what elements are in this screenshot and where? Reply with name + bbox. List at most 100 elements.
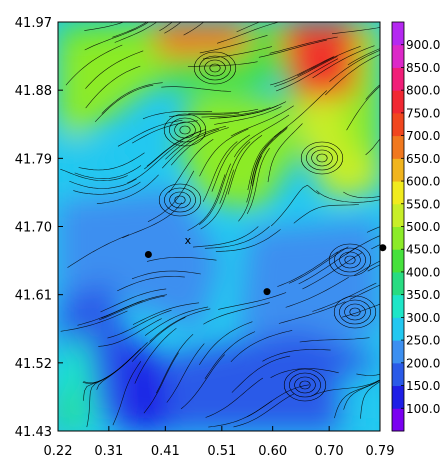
colorbar-tick-label: 250.0 <box>406 334 440 348</box>
streamline <box>98 318 162 347</box>
streamline <box>346 85 380 131</box>
streamline <box>246 147 270 215</box>
streamline <box>180 354 225 410</box>
streamline-eddy <box>158 183 202 217</box>
streamline <box>269 36 338 54</box>
streamline <box>74 165 142 179</box>
streamline <box>143 352 179 414</box>
colorbar-tick-label: 900.0 <box>406 38 440 52</box>
streamline <box>183 22 205 36</box>
streamline-eddy <box>334 247 366 273</box>
streamline <box>211 134 251 192</box>
streamline-eddy <box>316 153 328 163</box>
streamline <box>349 284 380 300</box>
streamline <box>227 135 263 195</box>
y-tick-label: 41.97 <box>15 16 52 31</box>
streamline-eddy <box>344 303 366 321</box>
heatmap-field <box>58 22 380 431</box>
x-tick-label: 0.51 <box>207 444 236 459</box>
colorbar-swatch <box>392 135 404 159</box>
streamline <box>329 49 380 82</box>
streamline <box>231 355 291 393</box>
streamline-eddy <box>283 368 327 402</box>
field-region <box>58 30 170 150</box>
streamline <box>366 226 380 233</box>
streamline <box>101 294 167 319</box>
y-axis-ticks: 41.43 41.52 41.61 41.70 41.79 41.88 41.97 <box>15 16 63 440</box>
streamline-eddy <box>289 372 321 398</box>
x-tick-label: 0.31 <box>94 444 123 459</box>
streamline <box>65 44 123 86</box>
streamline-eddy <box>199 55 231 81</box>
colorbar-tick-label: 100.0 <box>406 402 440 416</box>
station-marker <box>379 244 387 252</box>
streamline <box>198 163 231 226</box>
streamline-eddy <box>204 59 226 77</box>
streamline <box>230 105 294 137</box>
colorbar-swatch <box>392 294 404 318</box>
streamline-eddy <box>164 187 196 213</box>
y-tick-label: 41.88 <box>15 84 52 99</box>
x-axis-ticks: 0.22 0.31 0.41 0.51 0.60 0.70 0.79 <box>44 426 395 459</box>
streamline <box>247 130 282 191</box>
streamline <box>365 84 380 100</box>
streamline <box>169 112 240 118</box>
streamline <box>270 368 339 378</box>
streamline <box>299 337 370 343</box>
streamline <box>84 22 149 51</box>
streamline <box>275 58 339 92</box>
colorbar-tick-label: 600.0 <box>406 175 440 189</box>
marker-group: x <box>144 234 387 296</box>
streamline <box>258 39 327 58</box>
streamline <box>161 86 232 92</box>
streamline <box>85 65 141 109</box>
streamline <box>204 331 256 379</box>
streamline-eddy <box>306 145 338 171</box>
colorbar-tick-label: 650.0 <box>406 152 440 166</box>
streamline-eddy <box>344 255 356 265</box>
streamline <box>360 381 380 419</box>
streamline <box>293 204 359 224</box>
streamline <box>112 361 142 426</box>
streamline <box>230 330 293 363</box>
streamline <box>285 277 349 308</box>
streamline <box>147 170 195 222</box>
x-tick-label: 0.60 <box>258 444 287 459</box>
streamline <box>199 35 268 54</box>
streamline <box>356 373 380 376</box>
streamline <box>233 114 290 158</box>
x-tick-label: 0.79 <box>366 444 395 459</box>
streamline-eddy <box>311 149 333 167</box>
streamline <box>110 22 114 23</box>
colorbar-swatch <box>392 362 404 387</box>
streamline <box>205 377 264 418</box>
colorbar-swatch <box>392 340 404 364</box>
colorbar-swatch <box>392 203 404 227</box>
streamline <box>161 128 220 169</box>
streamline-eddy <box>328 243 372 277</box>
streamline <box>331 27 380 35</box>
streamline <box>345 235 380 255</box>
streamline <box>217 22 281 44</box>
streamline <box>270 184 320 227</box>
y-tick-label: 41.79 <box>15 152 52 167</box>
x-tick-label: 0.70 <box>315 444 344 459</box>
colorbar-swatch <box>392 67 404 91</box>
streamline <box>107 309 172 339</box>
streamline-eddy <box>339 299 371 325</box>
streamline-eddy <box>300 141 344 175</box>
streamline <box>202 46 272 60</box>
streamline <box>192 226 259 248</box>
streamline <box>132 302 200 325</box>
station-marker <box>144 251 152 259</box>
streamline-eddy <box>169 191 191 209</box>
station-marker <box>263 288 271 296</box>
streamline <box>187 174 226 231</box>
streamline <box>200 169 235 230</box>
streamline <box>201 107 271 118</box>
streamline <box>218 292 287 310</box>
streamline <box>146 257 217 262</box>
streamline <box>347 48 380 66</box>
streamline <box>297 46 361 77</box>
streamline <box>67 234 130 268</box>
